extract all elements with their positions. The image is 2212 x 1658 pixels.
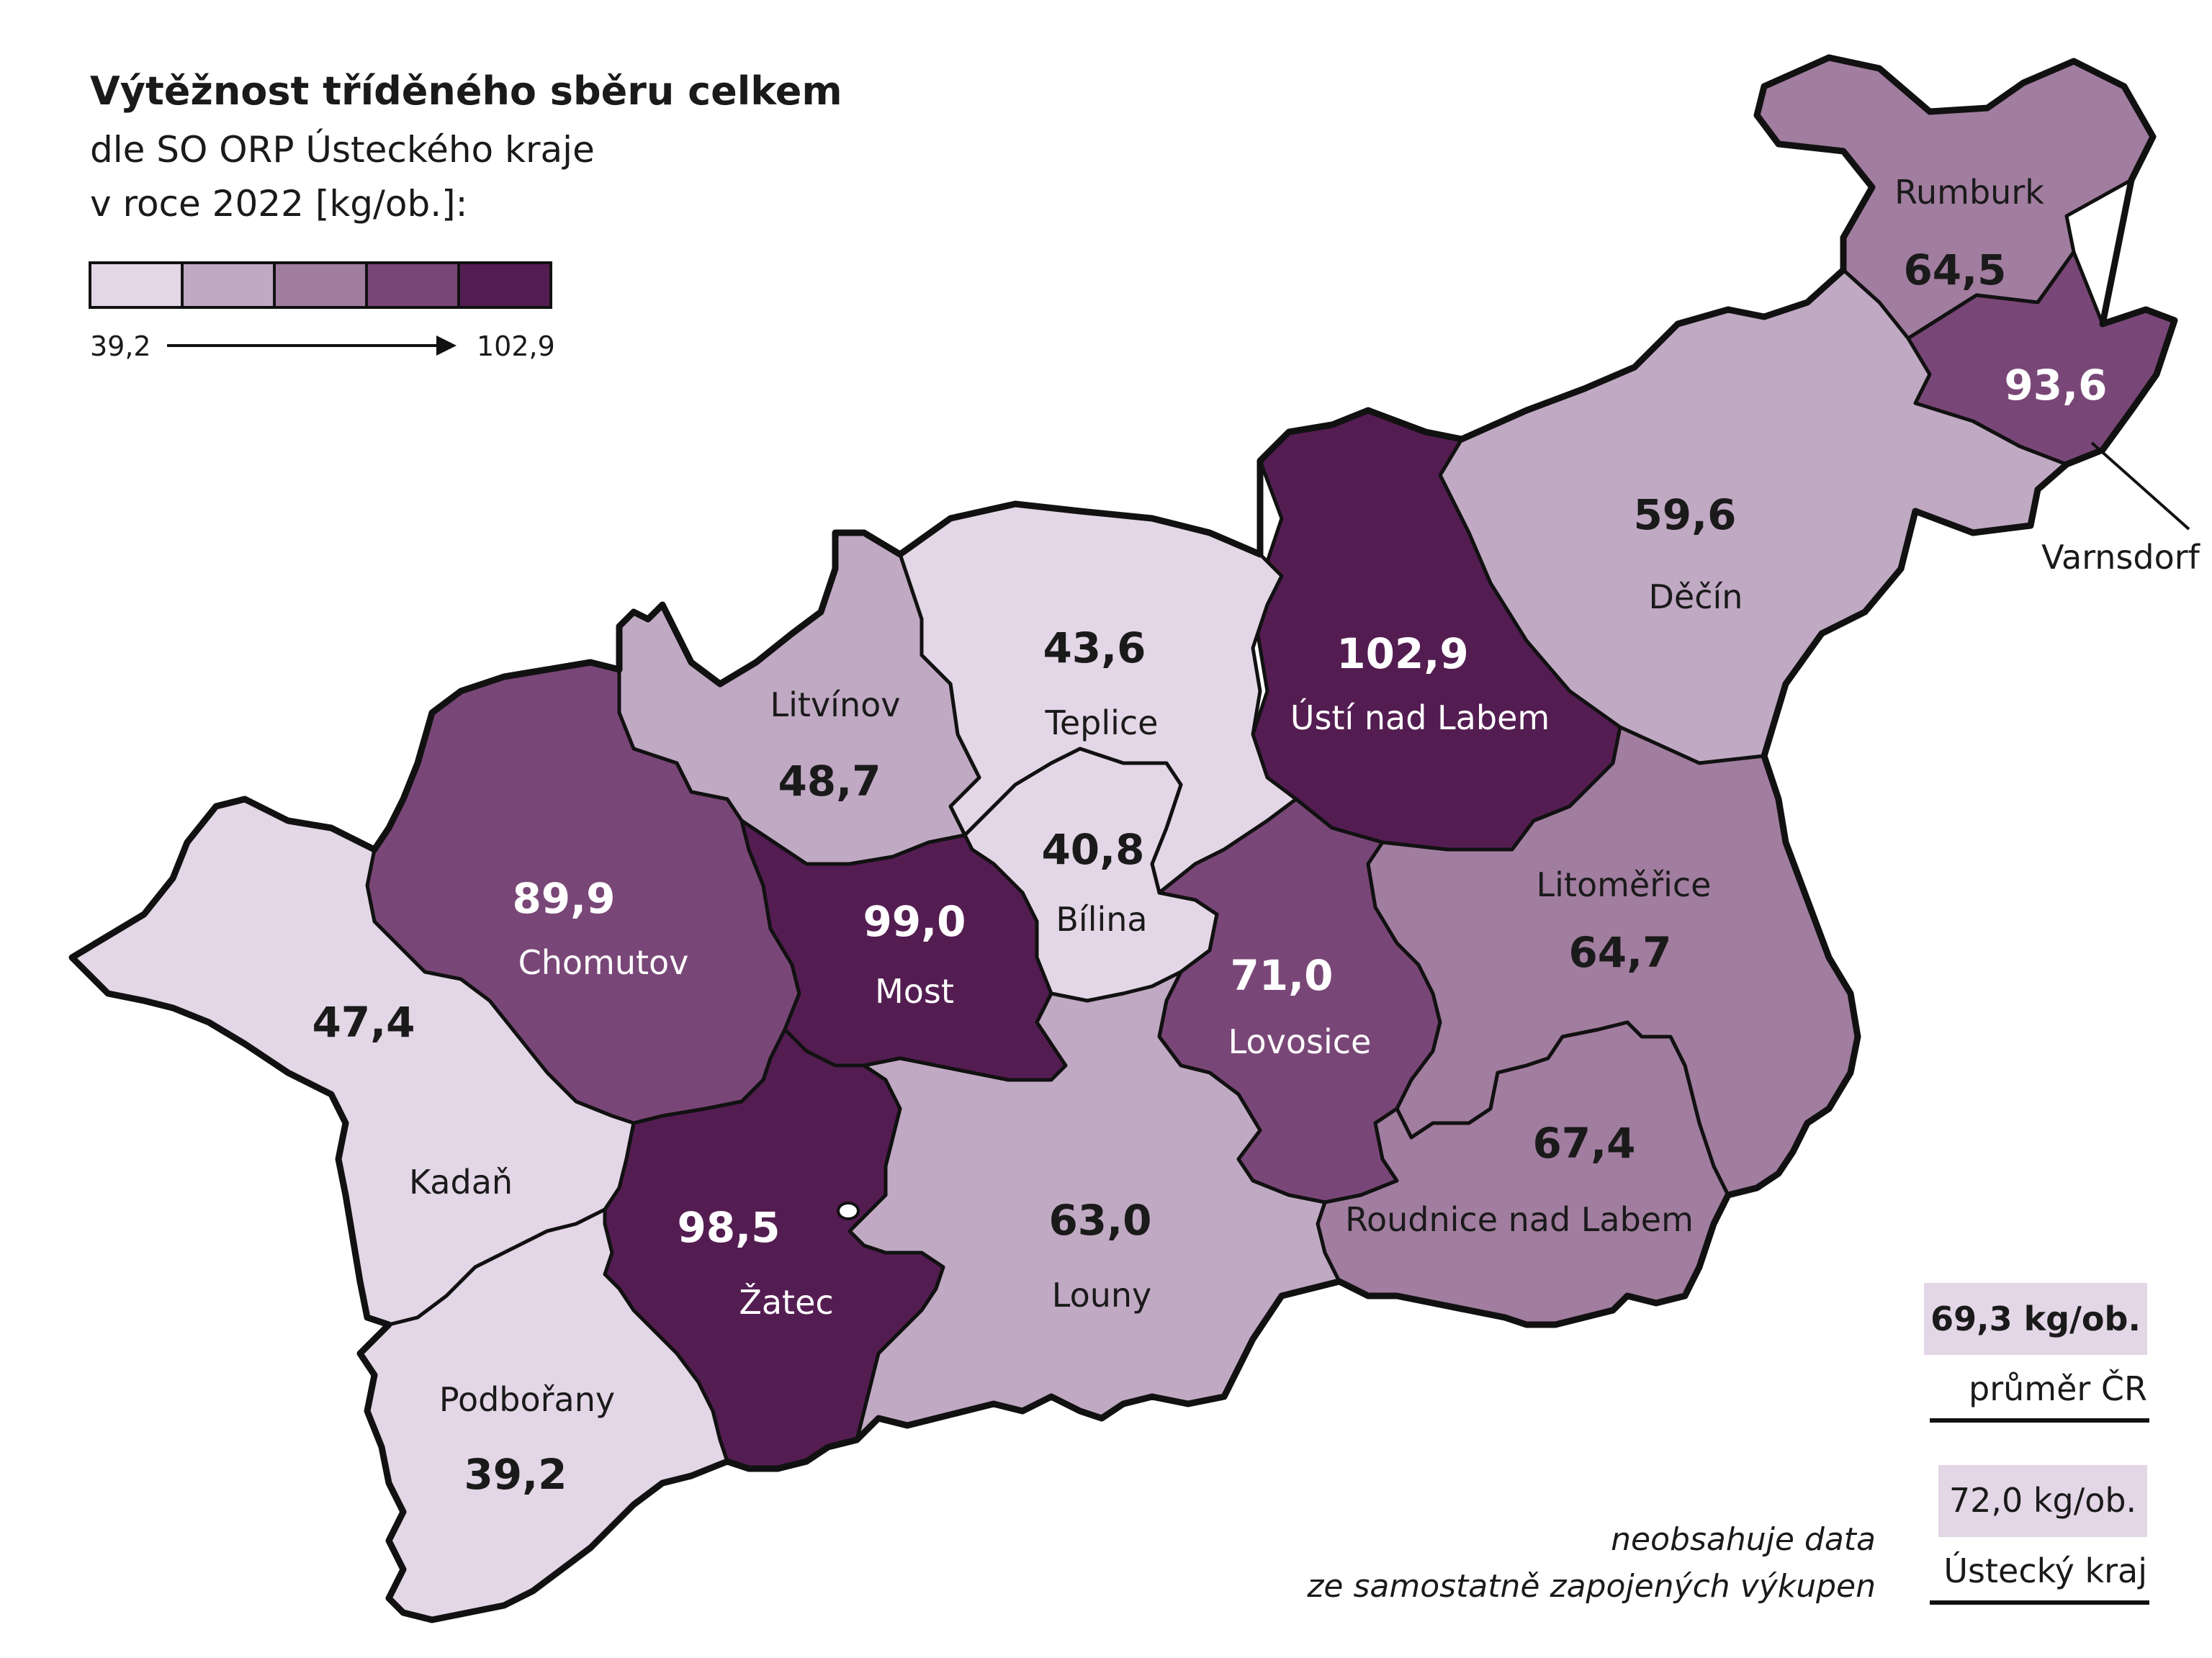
- kraj-value: 72,0 kg/ob.: [1949, 1481, 2136, 1520]
- label-value-lovosice: 71,0: [1230, 951, 1333, 1000]
- label-value-chomutov: 89,9: [512, 874, 615, 923]
- label-value-zatec: 98,5: [677, 1203, 780, 1252]
- label-name-zatec: Žatec: [739, 1283, 833, 1322]
- legend-min-label: 39,2: [90, 330, 151, 362]
- footnote-line1: neobsahuje data: [1611, 1521, 1876, 1558]
- kraj-outline: [68, 54, 2178, 1623]
- footnote-line2: ze samostatně zapojených výkupen: [1306, 1568, 1876, 1605]
- map-subtitle-line2: v roce 2022 [kg/ob.]:: [90, 183, 467, 225]
- legend-swatch-2: [181, 261, 276, 309]
- cr-value: 69,3 kg/ob.: [1930, 1299, 2141, 1338]
- label-value-teplice: 43,6: [1043, 623, 1146, 672]
- label-value-rumburk: 64,5: [1903, 245, 2006, 294]
- label-name-podborany: Podbořany: [439, 1380, 615, 1419]
- label-name-kadan: Kadaň: [409, 1163, 513, 1202]
- label-value-bilina: 40,8: [1041, 825, 1144, 874]
- legend-swatch-1: [89, 261, 184, 309]
- label-value-varnsdorf: 93,6: [2004, 361, 2107, 410]
- label-value-roudnice: 67,4: [1532, 1119, 1635, 1168]
- legend-swatch-3: [273, 261, 368, 309]
- label-value-most: 99,0: [863, 897, 966, 946]
- label-name-most: Most: [875, 972, 954, 1011]
- summary-panel: 69,3 kg/ob. průměr ČR 72,0 kg/ob. Ústeck…: [1924, 1283, 2149, 1605]
- label-value-podborany: 39,2: [464, 1450, 567, 1499]
- cr-value-box: [1924, 1283, 2147, 1355]
- kraj-value-box: [1938, 1465, 2147, 1537]
- label-value-usti: 102,9: [1336, 629, 1468, 678]
- label-name-bilina: Bílina: [1056, 900, 1147, 939]
- label-name-roudnice: Roudnice nad Labem: [1345, 1200, 1694, 1239]
- legend-swatch-5: [457, 261, 552, 309]
- label-name-rumburk: Rumburk: [1894, 173, 2044, 212]
- map-subtitle-line1: dle SO ORP Ústeckého kraje: [90, 128, 595, 171]
- label-name-louny: Louny: [1052, 1276, 1152, 1315]
- label-name-varnsdorf: Varnsdorf: [2041, 538, 2201, 577]
- varnsdorf-leader-line: [2090, 441, 2190, 531]
- label-value-litomerice: 64,7: [1568, 928, 1671, 977]
- label-value-decin: 59,6: [1633, 490, 1736, 539]
- cr-label: průměr ČR: [1969, 1369, 2147, 1408]
- label-name-litvinov: Litvínov: [770, 685, 901, 724]
- map-title: Výtěžnost tříděného sběru celkem: [90, 68, 842, 114]
- label-value-louny: 63,0: [1048, 1196, 1151, 1245]
- label-value-litvinov: 48,7: [778, 757, 881, 806]
- legend-max-label: 102,9: [477, 330, 555, 362]
- kraj-label: Ústecký kraj: [1943, 1551, 2147, 1590]
- regions-layer: [70, 55, 2177, 1622]
- label-name-teplice: Teplice: [1045, 703, 1159, 742]
- label-value-kadan: 47,4: [312, 998, 415, 1047]
- legend-arrow-head: [436, 335, 457, 356]
- legend-swatch-4: [365, 261, 460, 309]
- label-name-lovosice: Lovosice: [1228, 1022, 1372, 1061]
- label-name-decin: Děčín: [1649, 577, 1743, 616]
- label-name-usti: Ústí nad Labem: [1290, 698, 1550, 737]
- label-name-litomerice: Litoměřice: [1537, 865, 1712, 904]
- enclave-marker: [837, 1202, 860, 1220]
- color-legend: 39,2 102,9: [89, 261, 555, 362]
- region-labels: Rumburk 64,5 93,6 Varnsdorf 59,6 Děčín 1…: [312, 173, 2200, 1499]
- label-name-chomutov: Chomutov: [518, 943, 689, 982]
